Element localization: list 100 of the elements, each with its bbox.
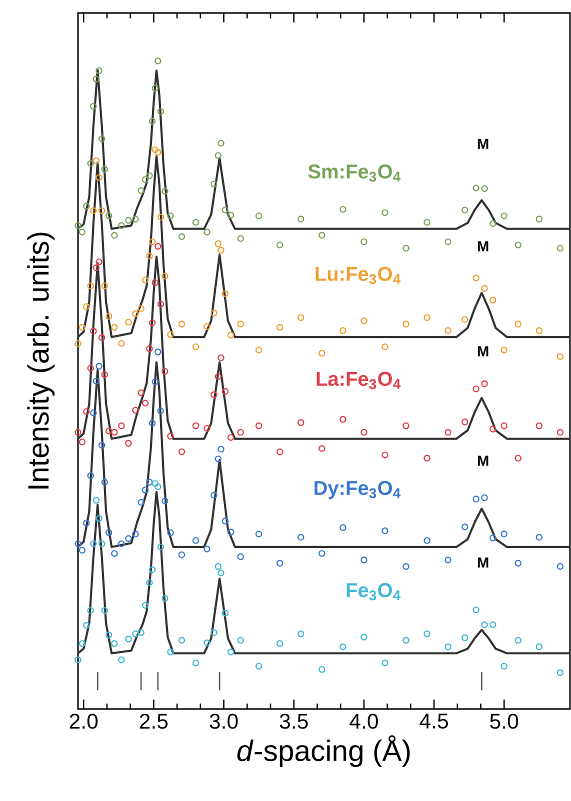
point [78,546,86,554]
point [227,332,234,338]
point [514,636,522,644]
point [78,324,86,331]
point [424,454,430,462]
point [227,648,234,656]
point [490,621,496,628]
point [461,634,468,642]
point [556,244,564,252]
point [472,385,480,392]
point [514,560,522,567]
point [148,566,156,574]
point [125,636,132,642]
point [360,634,368,640]
point [318,232,326,239]
point [218,246,224,254]
point [192,537,200,544]
point [556,563,564,570]
point [481,185,488,192]
point [105,428,112,434]
point [382,209,388,216]
point [214,240,222,248]
point [111,324,118,331]
point [178,636,186,644]
point [276,448,284,456]
point [227,212,234,219]
point [98,540,106,548]
point [118,540,125,548]
point [210,180,218,188]
point [87,472,94,480]
point [255,422,262,430]
point [255,530,262,538]
point [157,300,164,308]
point [101,166,108,173]
point [210,391,218,398]
point [162,498,168,504]
point [92,157,100,164]
point [237,553,244,560]
point [255,212,262,220]
point [101,607,108,614]
point [237,636,244,644]
point [105,312,112,320]
point [178,320,186,328]
point [556,353,564,360]
point [167,432,174,440]
point [92,264,100,272]
point [500,662,508,670]
point [162,594,168,602]
point [142,400,149,407]
point [90,540,97,548]
point [276,640,284,647]
point [132,530,139,538]
x-tick-label: 3.5 [280,714,308,729]
x-tick-label: 5.0 [490,714,518,729]
point [167,648,174,656]
point [74,540,82,548]
point [218,570,224,576]
point [536,327,543,334]
y-axis-title: Intensity (arb. units) [27,232,55,488]
series-label: Lu:Fe$_{3}$O$_{4}$ [316,266,401,284]
point [92,496,100,504]
annotation: M [478,346,488,356]
point [227,528,234,536]
point [162,188,168,195]
point [132,310,139,318]
point [178,551,186,558]
point [105,632,112,639]
point [101,478,108,486]
point [360,556,368,564]
point [138,498,144,506]
point [481,285,488,292]
point [148,319,156,326]
point [83,202,90,210]
point [142,602,149,609]
point [157,408,164,414]
point [318,666,326,673]
series-label: La:Fe$_{3}$O$_{4}$ [316,372,401,390]
point [204,323,210,330]
point [424,537,430,544]
point [87,282,94,290]
point [461,418,468,426]
x-tick-label: 3.0 [210,714,238,729]
point [222,388,229,395]
point [111,550,118,557]
point [461,316,468,323]
point [318,350,326,357]
point [536,643,543,650]
point [204,639,210,646]
point [125,318,132,326]
point [444,327,452,334]
point [424,314,430,321]
point [152,84,158,92]
point [74,656,82,664]
point [340,206,346,213]
point [78,640,86,647]
point [218,446,224,453]
point [297,630,304,638]
point [218,354,224,362]
point [472,606,480,614]
point [178,448,186,456]
